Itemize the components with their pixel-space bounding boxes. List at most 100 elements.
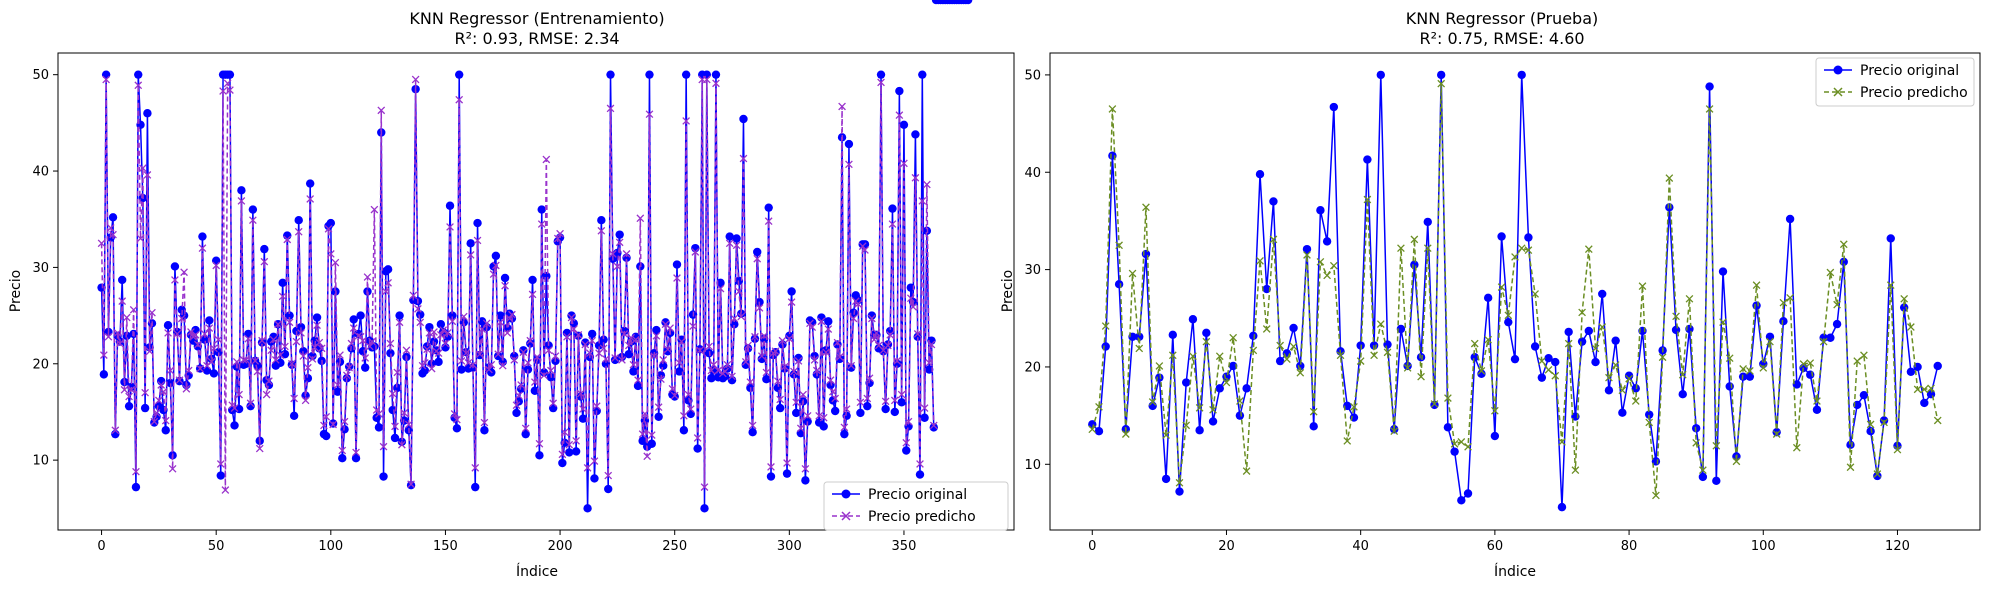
test-predicted-point xyxy=(1155,362,1164,370)
test-original-point xyxy=(1712,476,1721,486)
test-legend-original-marker xyxy=(1833,65,1843,75)
train-predicted-point xyxy=(556,229,564,238)
train-predicted-point xyxy=(521,424,530,433)
train-predicted-point xyxy=(581,340,590,349)
test-predicted-point xyxy=(1625,374,1633,383)
test-original-point xyxy=(1255,170,1265,179)
test-chart-title: KNN Regressor (Prueba) xyxy=(1406,9,1598,28)
train-original-point xyxy=(775,403,785,413)
test-original-point xyxy=(1363,155,1372,164)
train-original-point xyxy=(211,256,221,265)
train-predicted-point xyxy=(404,420,413,429)
test-predicted-point xyxy=(1786,293,1794,302)
train-predicted-point xyxy=(906,294,915,303)
train-predicted-point xyxy=(631,335,640,344)
train-original-point xyxy=(117,275,127,285)
train-predicted-point xyxy=(700,483,709,491)
train-original-point xyxy=(757,354,767,364)
train-predicted-point xyxy=(712,79,720,88)
train-predicted-point xyxy=(134,81,143,90)
train-original-point xyxy=(663,347,673,356)
train-predicted-point xyxy=(485,365,493,374)
train-original-point xyxy=(395,311,404,320)
train-predicted-point xyxy=(352,448,360,457)
train-original-point xyxy=(386,348,395,358)
test-predicted-point xyxy=(1363,195,1372,204)
train-original-point xyxy=(372,413,381,422)
test-original-point xyxy=(1101,342,1110,351)
train-predicted-point xyxy=(865,374,874,383)
train-predicted-point xyxy=(414,304,422,313)
test-original-point xyxy=(1490,431,1500,441)
test-predicted-point xyxy=(1618,386,1627,395)
test-predicted-point xyxy=(1276,341,1285,350)
test-predicted-point xyxy=(1101,322,1110,330)
test-original-point xyxy=(1564,327,1573,337)
train-predicted-point xyxy=(845,160,853,169)
train-predicted-point xyxy=(803,411,812,420)
train-original-point xyxy=(911,130,920,139)
test-x-axis-label: Índice xyxy=(1494,563,1536,580)
train-predicted-point xyxy=(668,384,677,393)
train-original-point xyxy=(101,70,111,79)
train-predicted-point xyxy=(466,251,475,259)
test-predicted-point xyxy=(1524,246,1533,254)
train-original-point xyxy=(108,213,118,222)
train-predicted-point xyxy=(776,395,785,404)
test-y-tick-label: 20 xyxy=(1024,360,1041,375)
train-original-point xyxy=(606,70,615,79)
train-original-point xyxy=(269,332,278,341)
test-original-point xyxy=(1886,234,1895,243)
train-predicted-point xyxy=(214,335,223,344)
train-predicted-point xyxy=(884,341,892,350)
train-predicted-point xyxy=(345,363,354,372)
test-predicted-point xyxy=(1303,251,1311,259)
train-predicted-point xyxy=(503,329,512,337)
test-original-point xyxy=(1161,474,1171,484)
train-predicted-point xyxy=(343,371,351,380)
train-predicted-point xyxy=(650,352,658,360)
train-predicted-point xyxy=(746,378,755,386)
test-predicted-point xyxy=(1343,437,1352,445)
test-original-point xyxy=(1517,70,1526,80)
train-series-predicted-line xyxy=(100,78,935,491)
train-predicted-point xyxy=(322,412,331,421)
test-x-tick-label: 120 xyxy=(1885,539,1910,554)
train-predicted-point xyxy=(113,329,122,337)
train-predicted-point xyxy=(826,376,835,385)
train-predicted-point xyxy=(427,364,436,373)
train-predicted-point xyxy=(760,331,768,340)
train-predicted-point xyxy=(198,244,207,252)
test-predicted-point xyxy=(1350,403,1358,411)
test-predicted-point xyxy=(1578,308,1586,317)
train-original-point xyxy=(835,354,844,364)
train-predicted-point xyxy=(920,404,929,412)
train-original-point xyxy=(847,363,856,372)
train-original-point xyxy=(610,355,620,365)
train-predicted-point xyxy=(925,358,934,367)
train-predicted-point xyxy=(602,355,610,363)
train-predicted-point xyxy=(377,106,386,115)
train-predicted-point xyxy=(175,376,184,385)
train-original-point xyxy=(303,374,313,383)
train-predicted-point xyxy=(425,329,434,337)
train-original-point xyxy=(918,70,927,79)
train-original-point xyxy=(512,408,521,418)
train-predicted-point xyxy=(482,319,491,328)
test-original-point xyxy=(1510,354,1520,364)
test-original-point xyxy=(1826,333,1835,342)
train-original-point xyxy=(915,470,925,479)
train-chart-subtitle: R²: 0.93, RMSE: 2.34 xyxy=(454,29,619,48)
test-y-tick-label: 10 xyxy=(1024,458,1041,473)
test-x-axis: 0 20 40 60 80 100 120 xyxy=(1088,530,1910,554)
train-predicted-point xyxy=(579,405,587,413)
test-predicted-point xyxy=(1262,325,1271,333)
train-original-point xyxy=(173,327,182,337)
train-original-point xyxy=(819,422,828,431)
test-legend-predicted-label: Precio predicho xyxy=(1860,85,1968,101)
train-predicted-point xyxy=(854,300,862,308)
test-original-point xyxy=(1718,267,1728,276)
train-predicted-point xyxy=(230,404,239,412)
test-predicted-point xyxy=(1544,366,1553,374)
test-predicted-point xyxy=(1839,240,1848,249)
